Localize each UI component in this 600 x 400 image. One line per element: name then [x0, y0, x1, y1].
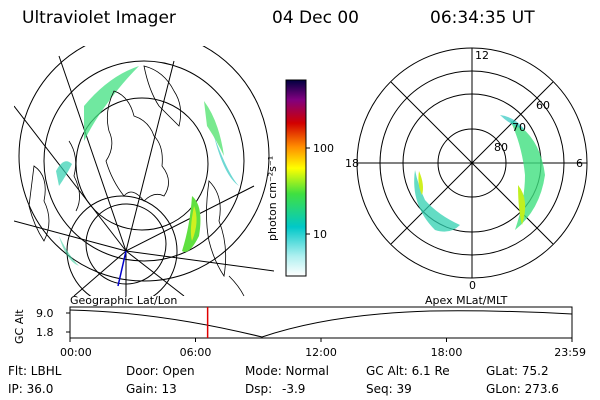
- mlt-label: 6: [576, 157, 583, 170]
- lat-circle: [43, 60, 245, 262]
- polar-plot: 12 18 6 0 60 70 80: [345, 47, 588, 292]
- gain-info: Gain: 13: [126, 382, 177, 396]
- date-label: 04 Dec 00: [272, 8, 359, 28]
- mlt-label: 12: [475, 49, 489, 62]
- dsp-value: -3.9: [282, 382, 306, 396]
- colorbar-unit-label: photon cm⁻²s⁻¹: [266, 156, 279, 241]
- mode-info: Mode: Normal: [245, 364, 329, 378]
- lat-circle: [66, 195, 178, 296]
- colorbar-gradient: [285, 79, 307, 277]
- colorbar-tick: 10: [313, 228, 327, 241]
- sun-direction-line: [117, 250, 127, 287]
- orbit-y-tick: 9.0: [36, 307, 54, 320]
- orbit-x-tick: 12:00: [305, 346, 337, 359]
- filter-info: Flt: LBHL: [8, 364, 62, 378]
- mlat-label: 60: [536, 99, 550, 112]
- lon-line: [73, 250, 127, 296]
- mlat-label: 80: [494, 141, 508, 154]
- lon-line: [14, 105, 127, 252]
- seq-info: Seq: 39: [366, 382, 412, 396]
- orbit-altitude-curve: [69, 309, 573, 338]
- time-label: 06:34:35 UT: [430, 8, 535, 28]
- aurora-emission: [56, 66, 239, 266]
- orbit-x-tick: 06:00: [180, 346, 212, 359]
- dsp-label: Dsp:: [245, 382, 273, 396]
- orbit-x-tick: 18:00: [431, 346, 463, 359]
- mlt-label: 18: [345, 157, 359, 170]
- orbit-altitude-plot: Geographic Lat/Lon Apex MLat/MLT 9.0 1.8…: [13, 294, 586, 359]
- geographic-image: [14, 46, 274, 297]
- lon-line: [125, 250, 185, 296]
- orbit-x-tick: 23:59: [554, 346, 586, 359]
- aurora-oval: [414, 115, 545, 232]
- orbit-y-tick: 1.8: [36, 326, 54, 339]
- left-panel-label: Geographic Lat/Lon: [70, 294, 177, 307]
- mlt-label: 0: [469, 279, 476, 292]
- right-panel-label: Apex MLat/MLT: [425, 294, 508, 307]
- glon-info: GLon: 273.6: [486, 382, 559, 396]
- lon-line: [125, 60, 175, 252]
- mlt-line: [390, 81, 554, 245]
- ip-info: IP: 36.0: [8, 382, 54, 396]
- coastlines: [28, 65, 245, 297]
- lon-line: [58, 55, 127, 252]
- mlat-label: 70: [512, 121, 526, 134]
- orbit-x-tick: 00:00: [60, 346, 92, 359]
- instrument-title: Ultraviolet Imager: [22, 8, 176, 28]
- door-info: Door: Open: [126, 364, 195, 378]
- colorbar-tick: 100: [313, 142, 334, 155]
- gc-alt-info: GC Alt: 6.1 Re: [366, 364, 450, 378]
- lon-line: [125, 250, 274, 272]
- lon-line: [14, 220, 127, 252]
- orbit-y-label: GC Alt: [13, 309, 26, 344]
- lat-circle: [18, 46, 270, 282]
- colorbar: 100 10 photon cm⁻²s⁻¹: [266, 79, 334, 277]
- glat-info: GLat: 75.2: [486, 364, 549, 378]
